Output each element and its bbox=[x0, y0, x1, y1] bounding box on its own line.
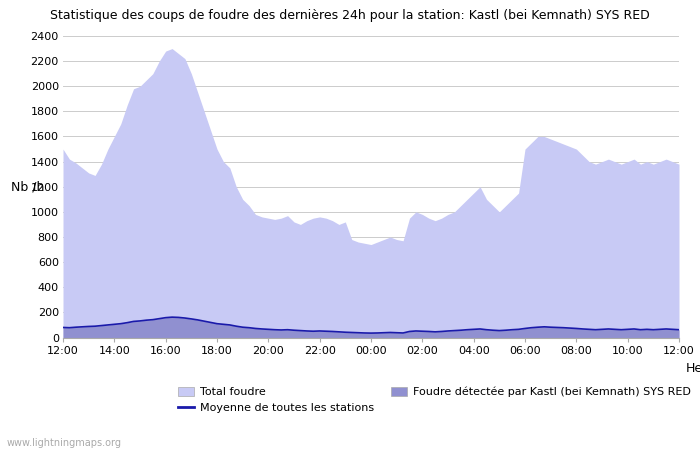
Text: Statistique des coups de foudre des dernières 24h pour la station: Kastl (bei Ke: Statistique des coups de foudre des dern… bbox=[50, 9, 650, 22]
Text: www.lightningmaps.org: www.lightningmaps.org bbox=[7, 438, 122, 448]
Y-axis label: Nb /h: Nb /h bbox=[11, 180, 45, 193]
Legend: Total foudre, Moyenne de toutes les stations, Foudre détectée par Kastl (bei Kem: Total foudre, Moyenne de toutes les stat… bbox=[174, 382, 695, 418]
Text: Heure: Heure bbox=[686, 363, 700, 375]
